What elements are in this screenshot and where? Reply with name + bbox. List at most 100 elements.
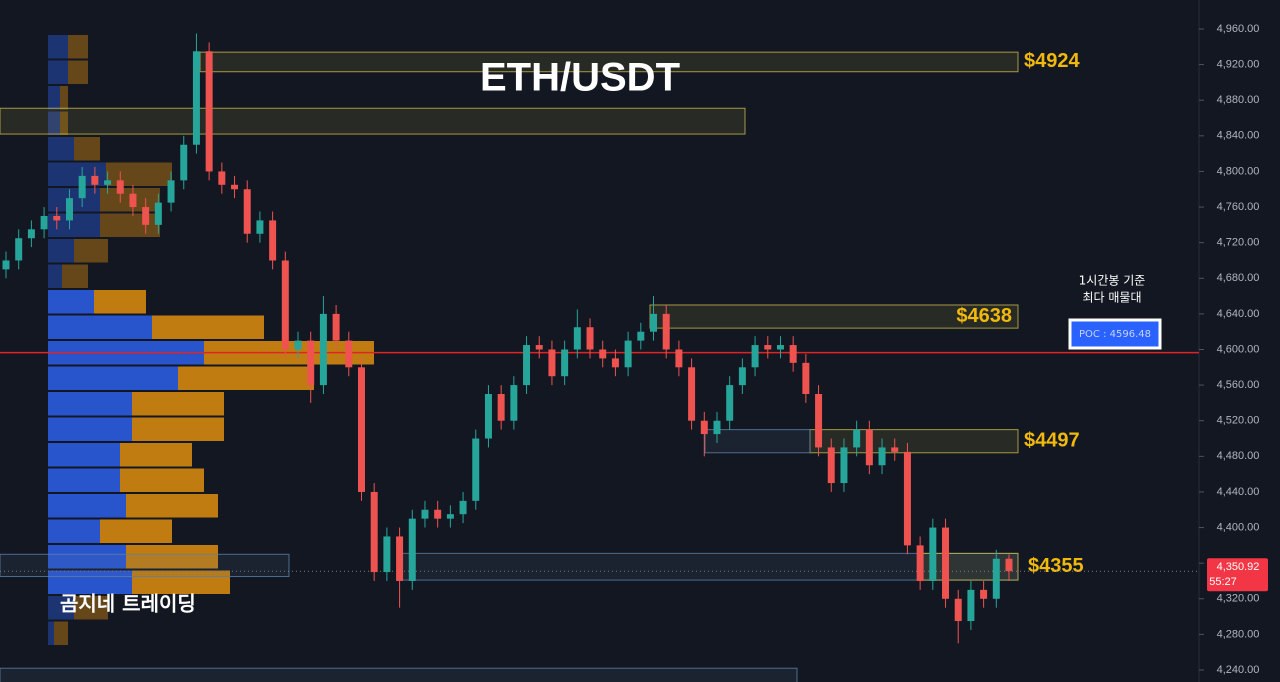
y-tick-label: 4,320.00 [1217,593,1260,605]
profile-buy [48,417,132,441]
candle-body [91,175,99,185]
candle-body [510,385,518,421]
annotation: 최다 매물대 [1082,291,1141,305]
candle-body [27,229,35,239]
candle-body [980,589,988,599]
profile-buy [48,264,62,288]
y-tick-label: 4,920.00 [1217,59,1260,71]
candle-body [802,362,810,395]
candle-body [358,367,365,492]
candle-body [624,340,632,368]
y-tick-label: 4,480.00 [1217,450,1260,462]
zone [0,667,798,682]
profile-sell [100,519,172,543]
candle-body [319,313,327,386]
profile-buy [48,111,60,135]
candle-body [548,349,556,377]
y-tick-label: 4,280.00 [1217,628,1260,640]
poc-box [1068,318,1162,350]
y-tick-label: 4,560.00 [1217,379,1260,391]
candle-body [853,429,861,448]
profile-buy [48,545,126,569]
candle-body [815,394,823,448]
candle-body [599,349,607,359]
candle-body [523,345,531,386]
candle-body [434,509,442,519]
candle-body [865,429,873,466]
candle-body [396,536,404,581]
candle-body [637,331,645,341]
candle-body [916,545,924,581]
candle-body [205,51,213,172]
y-tick-label: 4,720.00 [1217,237,1260,249]
y-tick-label: 4,760.00 [1217,201,1260,213]
candle-body [662,313,670,350]
candle-body [218,171,226,185]
profile-sell [68,35,88,59]
profile-buy [48,392,132,416]
profile-sell [54,621,68,645]
profile-sell [120,468,204,492]
y-tick-label: 4,960.00 [1217,23,1260,35]
profile-buy [48,443,120,467]
candle-body [903,451,911,546]
profile-buy [48,137,74,161]
poc-label: POC : 4596.48 [1079,329,1151,340]
profile-sell [60,86,68,110]
candle-body [332,313,340,341]
candle-body [688,367,696,421]
profile-sell [68,60,88,84]
profile-sell [126,494,218,518]
candle-body [307,340,315,386]
price-tag [1207,558,1268,592]
profile-sell [106,162,172,186]
candle-body [942,527,950,599]
profile-buy [48,621,54,645]
zone [0,107,746,135]
candle-body [53,215,61,221]
profile-sell [178,366,314,390]
zone-label: $4924 [1024,50,1080,72]
zone [0,553,290,578]
profile-buy [48,519,100,543]
candle-body [192,51,200,145]
candle-body [459,500,467,515]
candle-body [142,207,150,225]
candle-body [294,340,302,350]
profile-sell [74,596,108,620]
zone [704,429,811,454]
candle-body [243,189,251,234]
candle-body [167,180,175,203]
candle-body [573,327,581,350]
candle-body [954,598,962,622]
y-tick-label: 4,680.00 [1217,272,1260,284]
candle-body [78,175,86,199]
profile-buy [48,86,60,110]
candle-body [1005,558,1013,572]
candle-body [116,180,124,194]
watermark: 곰지네 트레이딩 [60,592,196,616]
profile-sell [74,239,108,263]
candle-body [231,184,239,190]
profile-sell [60,111,68,135]
candle-body [611,358,619,368]
candle-body [497,394,505,421]
profile-buy [48,239,74,263]
candle-body [675,349,683,368]
profile-buy [48,315,152,339]
candle-body [154,202,162,225]
price-tag-value: 4,350.92 [1217,561,1260,573]
zone [649,304,1019,329]
y-tick-label: 4,640.00 [1217,308,1260,320]
candle-body [967,589,975,622]
profile-buy [48,468,120,492]
candle-body [700,420,708,435]
profile-buy [48,60,68,84]
y-tick-label: 4,880.00 [1217,94,1260,106]
candle-body [789,345,797,363]
candle-body [370,491,378,573]
candle-body [878,447,886,466]
profile-sell [132,417,224,441]
